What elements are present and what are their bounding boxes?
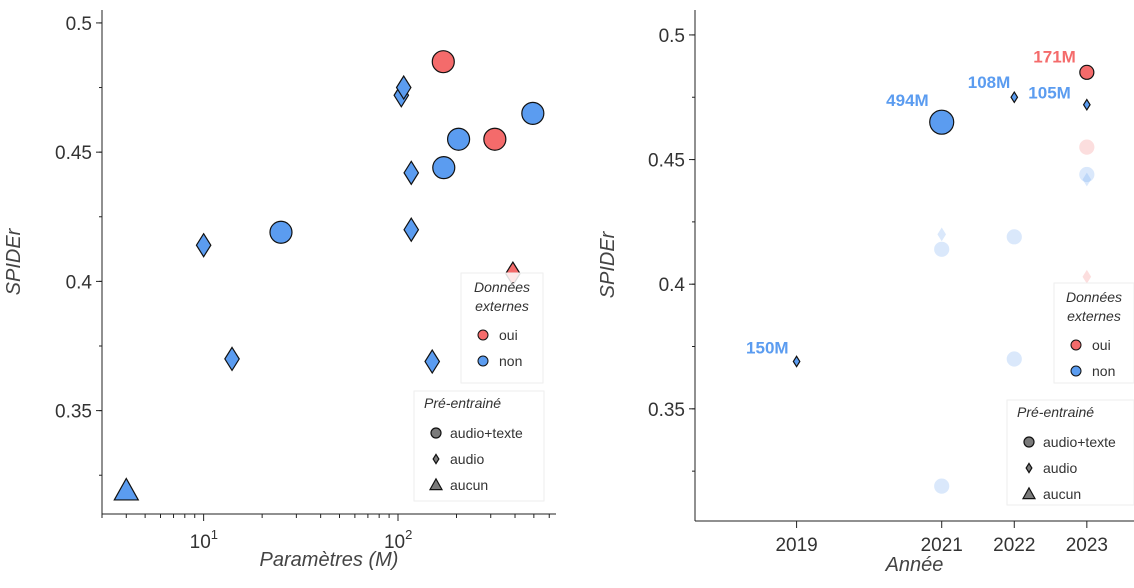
data-point [269, 220, 293, 244]
y-tick-label: 0.45 [648, 151, 685, 172]
legend-marker-diamond [432, 453, 440, 465]
data-point [424, 348, 441, 375]
data-point [432, 156, 456, 180]
x-tick-base: 10 [384, 532, 405, 553]
y-tick-label: 0.45 [55, 143, 92, 164]
legend-box [1006, 399, 1134, 506]
faded-point [1079, 166, 1095, 183]
data-point [792, 355, 801, 368]
legend-marker-triangle [428, 477, 444, 491]
legend-label: non [1092, 363, 1115, 379]
y-tick-label: 0.4 [659, 275, 686, 296]
data-point [224, 346, 240, 372]
x-tick-exponent: 2 [405, 527, 412, 542]
chart-panel-2: 0.5 0.45 0.4 0.35 2019 2021 2022 2023 Année SPIDE… [597, 10, 1134, 576]
legend-external-data: Données externes oui non [1053, 282, 1134, 384]
data-point [395, 74, 412, 101]
y-tick-label: 0.4 [66, 272, 93, 293]
legend-marker-triangle [1021, 486, 1037, 500]
x-axis-label: Paramètres (M) [260, 549, 399, 571]
data-point [403, 160, 420, 186]
legend-label: audio [1043, 460, 1077, 476]
legend-title: externes [1067, 308, 1121, 324]
y-tick-label: 0.5 [66, 14, 92, 35]
x-tick-label: 2021 [921, 535, 963, 556]
legend-marker-circle [1023, 436, 1035, 448]
legend-title: Données [1066, 289, 1122, 305]
faded-point [937, 227, 947, 242]
faded-point [1006, 351, 1022, 367]
legend-pretrained: Pré-entrainé audio+texte audio aucun [1006, 399, 1134, 506]
legend-label: aucun [450, 477, 488, 493]
legend-external-data: Données externes oui non [460, 272, 544, 384]
legend-marker-oui [477, 329, 489, 341]
point-label: 108M [968, 73, 1011, 92]
legend-box [460, 272, 544, 384]
point-label: 171M [1033, 47, 1076, 66]
data-point [1082, 98, 1091, 112]
y-axis-label: SPIDEr [597, 230, 619, 298]
legend-label: audio+texte [450, 425, 523, 441]
y-axis-label: SPIDEr [3, 227, 25, 295]
legend-label: audio+texte [1043, 434, 1116, 450]
y-tick-label: 0.5 [659, 26, 685, 47]
faded-point [934, 241, 950, 257]
faded-point [1079, 139, 1095, 155]
faded-point [1006, 229, 1022, 245]
legend-marker-non [1070, 365, 1082, 377]
x-tick-label: 102 [384, 527, 412, 553]
x-axis-label: Année [885, 554, 944, 576]
legend-box [1053, 282, 1134, 384]
legend-label: non [499, 353, 522, 369]
x-tick-label: 101 [190, 527, 218, 553]
faded-point [1082, 269, 1092, 284]
faded-point [934, 478, 950, 494]
point-label: 150M [746, 338, 789, 357]
faded-point [1082, 172, 1092, 187]
legend-title: Données [474, 279, 530, 295]
x-tick-label: 2019 [775, 535, 817, 556]
y-tick-label: 0.35 [55, 402, 92, 423]
legend-title: Pré-entrainé [1017, 404, 1094, 420]
x-tick-label: 2022 [993, 535, 1035, 556]
point-label: 494M [886, 91, 929, 110]
legend-marker-circle [430, 427, 442, 439]
legend-title: externes [475, 298, 529, 314]
legend-label: oui [1092, 337, 1111, 353]
data-point [446, 127, 471, 151]
x-tick-base: 10 [190, 532, 211, 553]
legend-marker-diamond [1025, 462, 1033, 474]
legend-label: audio [450, 451, 484, 467]
x-tick-label: 2023 [1066, 535, 1108, 556]
point-label: 105M [1028, 84, 1071, 103]
data-point [929, 109, 955, 135]
data-point [431, 50, 455, 74]
data-point [403, 217, 420, 243]
legend-marker-non [477, 355, 489, 367]
legend-pretrained: Pré-entrainé audio+texte audio aucun [413, 390, 545, 502]
data-point [195, 232, 212, 258]
data-point [521, 101, 545, 125]
legend-title: Pré-entrainé [424, 395, 501, 411]
data-point [1079, 64, 1095, 80]
data-point [113, 477, 140, 501]
legend-marker-oui [1070, 339, 1082, 351]
data-point [483, 127, 507, 151]
data-point [1010, 90, 1019, 104]
legend-label: oui [499, 327, 518, 343]
legend-label: aucun [1043, 486, 1081, 502]
y-tick-label: 0.35 [648, 400, 685, 421]
x-tick-exponent: 1 [211, 527, 218, 542]
